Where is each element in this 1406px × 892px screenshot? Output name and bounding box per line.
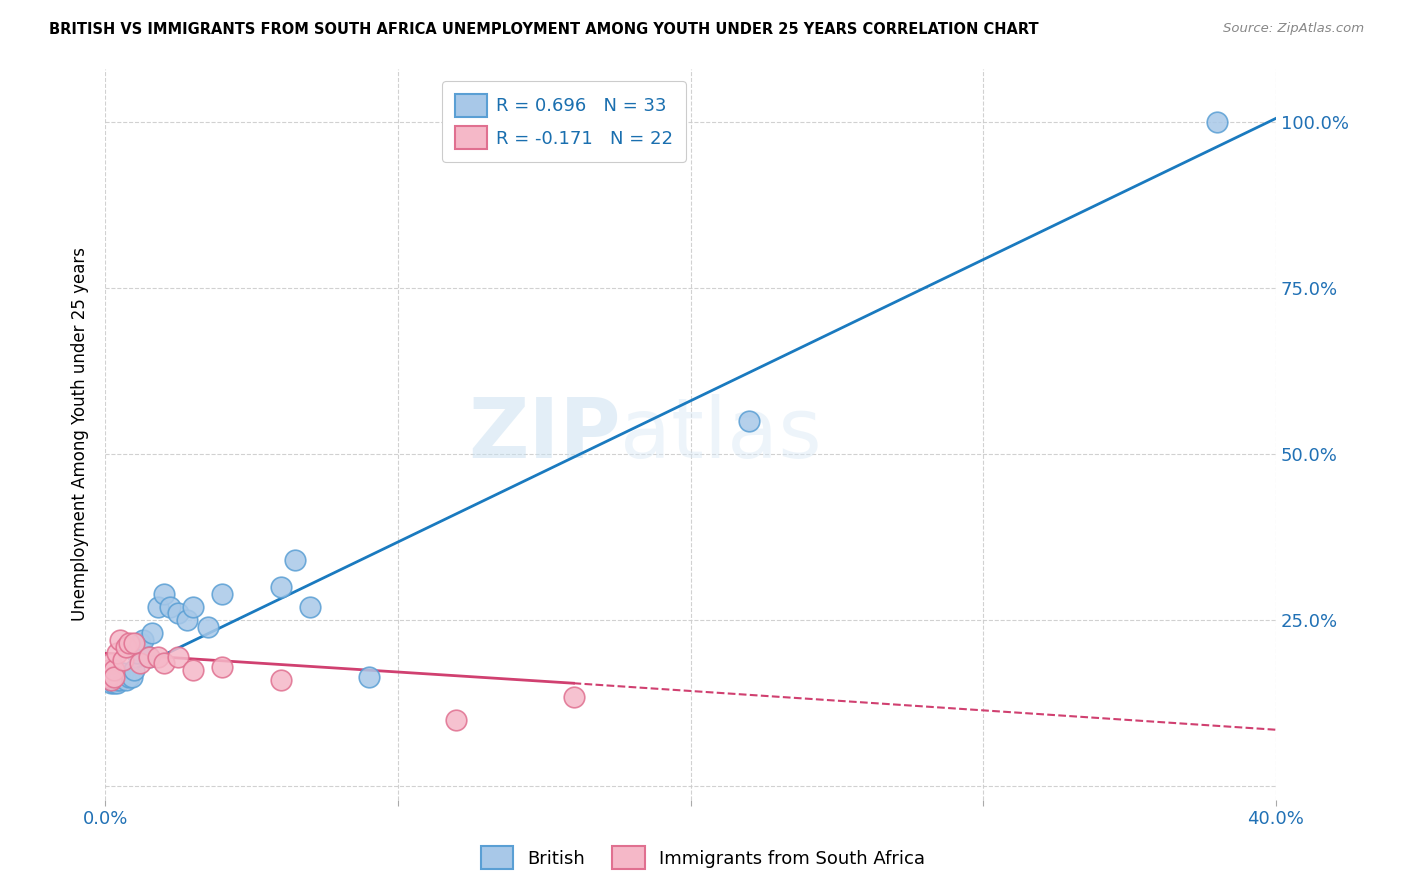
Point — [270, 580, 292, 594]
Point — [181, 663, 204, 677]
Point — [127, 646, 149, 660]
Y-axis label: Unemployment Among Youth under 25 years: Unemployment Among Youth under 25 years — [72, 247, 89, 621]
Point — [117, 636, 139, 650]
Point — [100, 673, 122, 687]
Legend: R = 0.696   N = 33, R = -0.171   N = 22: R = 0.696 N = 33, R = -0.171 N = 22 — [441, 81, 686, 162]
Point — [738, 414, 761, 428]
Point — [100, 673, 122, 687]
Point — [141, 626, 163, 640]
Point — [211, 659, 233, 673]
Point — [1206, 114, 1229, 128]
Point — [159, 599, 181, 614]
Point — [97, 663, 120, 677]
Text: ZIP: ZIP — [468, 393, 620, 475]
Point — [105, 646, 128, 660]
Point — [129, 636, 152, 650]
Point — [167, 649, 190, 664]
Point — [103, 663, 125, 677]
Point — [181, 599, 204, 614]
Point — [562, 690, 585, 704]
Point — [105, 676, 128, 690]
Point — [138, 649, 160, 664]
Legend: British, Immigrants from South Africa: British, Immigrants from South Africa — [471, 838, 935, 879]
Point — [108, 673, 131, 687]
Point — [124, 636, 146, 650]
Point — [197, 620, 219, 634]
Point — [108, 669, 131, 683]
Point — [103, 669, 125, 683]
Point — [114, 673, 136, 687]
Text: Source: ZipAtlas.com: Source: ZipAtlas.com — [1223, 22, 1364, 36]
Point — [284, 553, 307, 567]
Point — [103, 669, 125, 683]
Point — [176, 613, 198, 627]
Point — [103, 676, 125, 690]
Text: BRITISH VS IMMIGRANTS FROM SOUTH AFRICA UNEMPLOYMENT AMONG YOUTH UNDER 25 YEARS : BRITISH VS IMMIGRANTS FROM SOUTH AFRICA … — [49, 22, 1039, 37]
Point — [152, 586, 174, 600]
Point — [152, 657, 174, 671]
Point — [124, 663, 146, 677]
Point — [446, 713, 468, 727]
Point — [105, 673, 128, 687]
Point — [167, 607, 190, 621]
Point — [132, 633, 155, 648]
Point — [117, 669, 139, 683]
Point — [100, 676, 122, 690]
Point — [97, 669, 120, 683]
Point — [270, 673, 292, 687]
Point — [114, 640, 136, 654]
Point — [111, 653, 134, 667]
Point — [146, 599, 169, 614]
Point — [211, 586, 233, 600]
Point — [299, 599, 322, 614]
Point — [111, 666, 134, 681]
Text: atlas: atlas — [620, 393, 823, 475]
Point — [108, 633, 131, 648]
Point — [97, 669, 120, 683]
Point — [138, 649, 160, 664]
Point — [146, 649, 169, 664]
Point — [121, 669, 143, 683]
Point — [100, 657, 122, 671]
Point — [357, 669, 380, 683]
Point — [129, 657, 152, 671]
